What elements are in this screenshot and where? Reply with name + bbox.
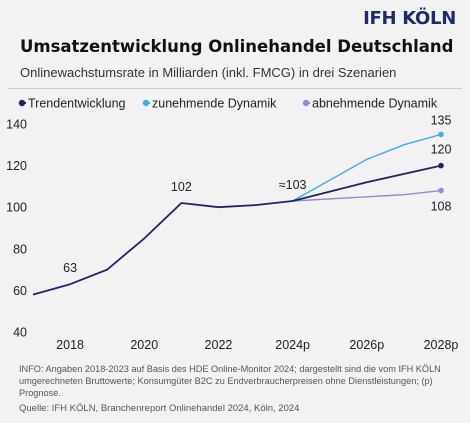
data-label: 102 (171, 180, 192, 194)
data-label: ≈103 (279, 178, 307, 192)
data-label: 135 (431, 113, 452, 127)
x-tick-label: 2020 (130, 338, 158, 352)
y-tick-label: 80 (13, 242, 27, 256)
series-line-0 (32, 164, 442, 296)
y-tick-label: 60 (13, 284, 27, 298)
legend-label-0: Trendentwicklung (28, 97, 126, 111)
x-tick-label: 2024p (275, 338, 310, 352)
x-tick-label: 2022 (205, 338, 233, 352)
y-tick-label: 100 (6, 201, 27, 215)
y-tick-label: 140 (6, 118, 27, 132)
series-end-marker-2 (438, 187, 444, 194)
x-tick-label: 2026p (349, 338, 384, 352)
series-end-marker-1 (438, 131, 444, 138)
x-tick-label: 2018 (56, 338, 84, 352)
brand-logo: IFH KÖLN (363, 8, 456, 29)
legend-label-1: zunehmende Dynamik (152, 97, 277, 111)
header-divider (8, 88, 462, 89)
source-note: Quelle: IFH KÖLN, Branchenreport Onlineh… (19, 403, 300, 414)
footnote: INFO: Angaben 2018-2023 auf Basis des HD… (19, 364, 441, 398)
data-label: 108 (431, 200, 452, 214)
y-tick-label: 40 (13, 326, 27, 340)
y-tick-label: 120 (6, 159, 27, 173)
legend-label-2: abnehmende Dynamik (312, 97, 438, 111)
series-line-2 (292, 189, 442, 202)
x-tick-label: 2028p (424, 338, 459, 352)
data-label: 120 (431, 143, 452, 157)
series-line-1 (292, 133, 442, 202)
series-end-marker-0 (438, 162, 444, 169)
chart-title: Umsatzentwicklung Onlinehandel Deutschla… (20, 37, 454, 56)
chart-subtitle: Onlinewachstumsrate in Milliarden (inkl.… (20, 65, 397, 80)
data-label: 63 (63, 261, 77, 275)
